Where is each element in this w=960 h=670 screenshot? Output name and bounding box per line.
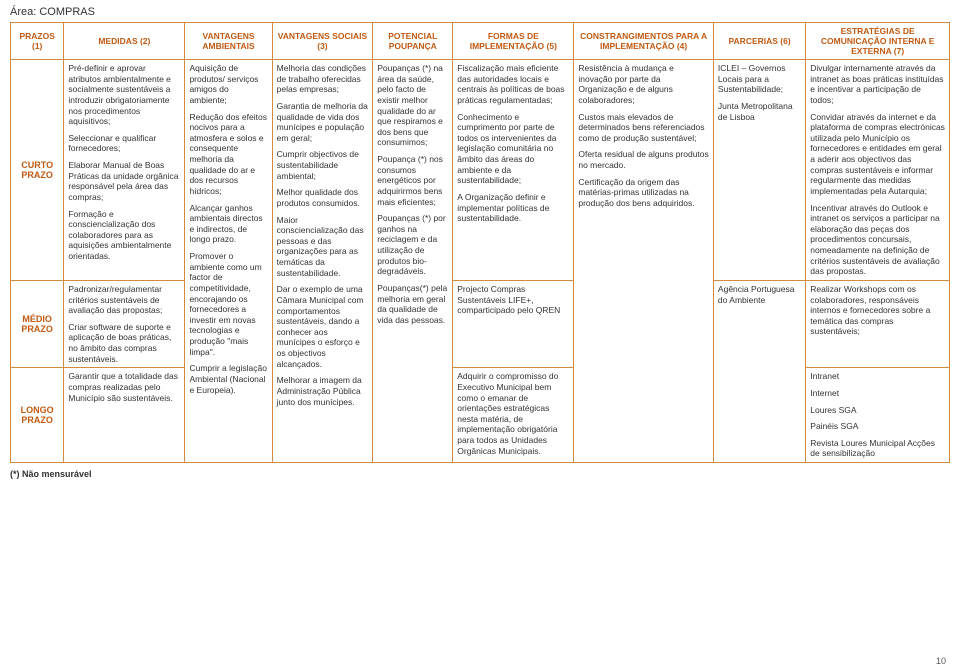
col-constrang: CONSTRANGIMENTOS PARA A IMPLEMENTAÇÃO (4… xyxy=(574,23,714,60)
col-parcerias: PARCERIAS (6) xyxy=(713,23,805,60)
cell-vant-amb: Aquisição de produtos/ serviços amigos d… xyxy=(185,60,272,463)
row-longo-label: LONGO PRAZO xyxy=(11,368,64,463)
col-formas: FORMAS DE IMPLEMENTAÇÃO (5) xyxy=(453,23,574,60)
cell-estrategias-medio: Realizar Workshops com os colaboradores,… xyxy=(806,280,950,367)
cell-poupanca: Poupanças (*) na área da saúde, pelo fac… xyxy=(373,60,453,463)
compras-table: PRAZOS (1) MEDIDAS (2) VANTAGENS AMBIENT… xyxy=(10,22,950,463)
cell-medidas-medio: Padronizar/regulamentar critérios susten… xyxy=(64,280,185,367)
col-vant-soc: VANTAGENS SOCIAIS (3) xyxy=(272,23,373,60)
page-title: Área: COMPRAS xyxy=(10,6,950,18)
cell-parcerias-curto: ICLEI – Governos Locais para a Sustentab… xyxy=(713,60,805,281)
cell-formas-medio: Projecto Compras Sustentáveis LIFE+, com… xyxy=(453,280,574,367)
cell-constrang: Resistência à mudança e inovação por par… xyxy=(574,60,714,463)
cell-medidas-longo: Garantir que a totalidade das compras re… xyxy=(64,368,185,463)
cell-vant-soc: Melhoria das condições de trabalho ofere… xyxy=(272,60,373,463)
col-medidas: MEDIDAS (2) xyxy=(64,23,185,60)
cell-estrategias-longo: Intranet Internet Loures SGA Painéis SGA… xyxy=(806,368,950,463)
cell-formas-longo: Adquirir o compromisso do Executivo Muni… xyxy=(453,368,574,463)
page-number: 10 xyxy=(936,656,946,666)
footnote: (*) Não mensurável xyxy=(10,469,950,479)
col-prazos: PRAZOS (1) xyxy=(11,23,64,60)
cell-parcerias-medio: Agência Portuguesa do Ambiente xyxy=(713,280,805,462)
row-medio-label: MÉDIO PRAZO xyxy=(11,280,64,367)
col-poupanca: POTENCIAL POUPANÇA xyxy=(373,23,453,60)
cell-medidas-curto: Pré-definir e aprovar atributos ambienta… xyxy=(64,60,185,281)
col-estrategias: ESTRATÉGIAS DE COMUNICAÇÃO INTERNA E EXT… xyxy=(806,23,950,60)
cell-formas-curto: Fiscalização mais eficiente das autorida… xyxy=(453,60,574,281)
col-vant-amb: VANTAGENS AMBIENTAIS xyxy=(185,23,272,60)
row-curto-label: CURTO PRAZO xyxy=(11,60,64,281)
cell-estrategias-curto: Divulgar internamente através da intrane… xyxy=(806,60,950,281)
